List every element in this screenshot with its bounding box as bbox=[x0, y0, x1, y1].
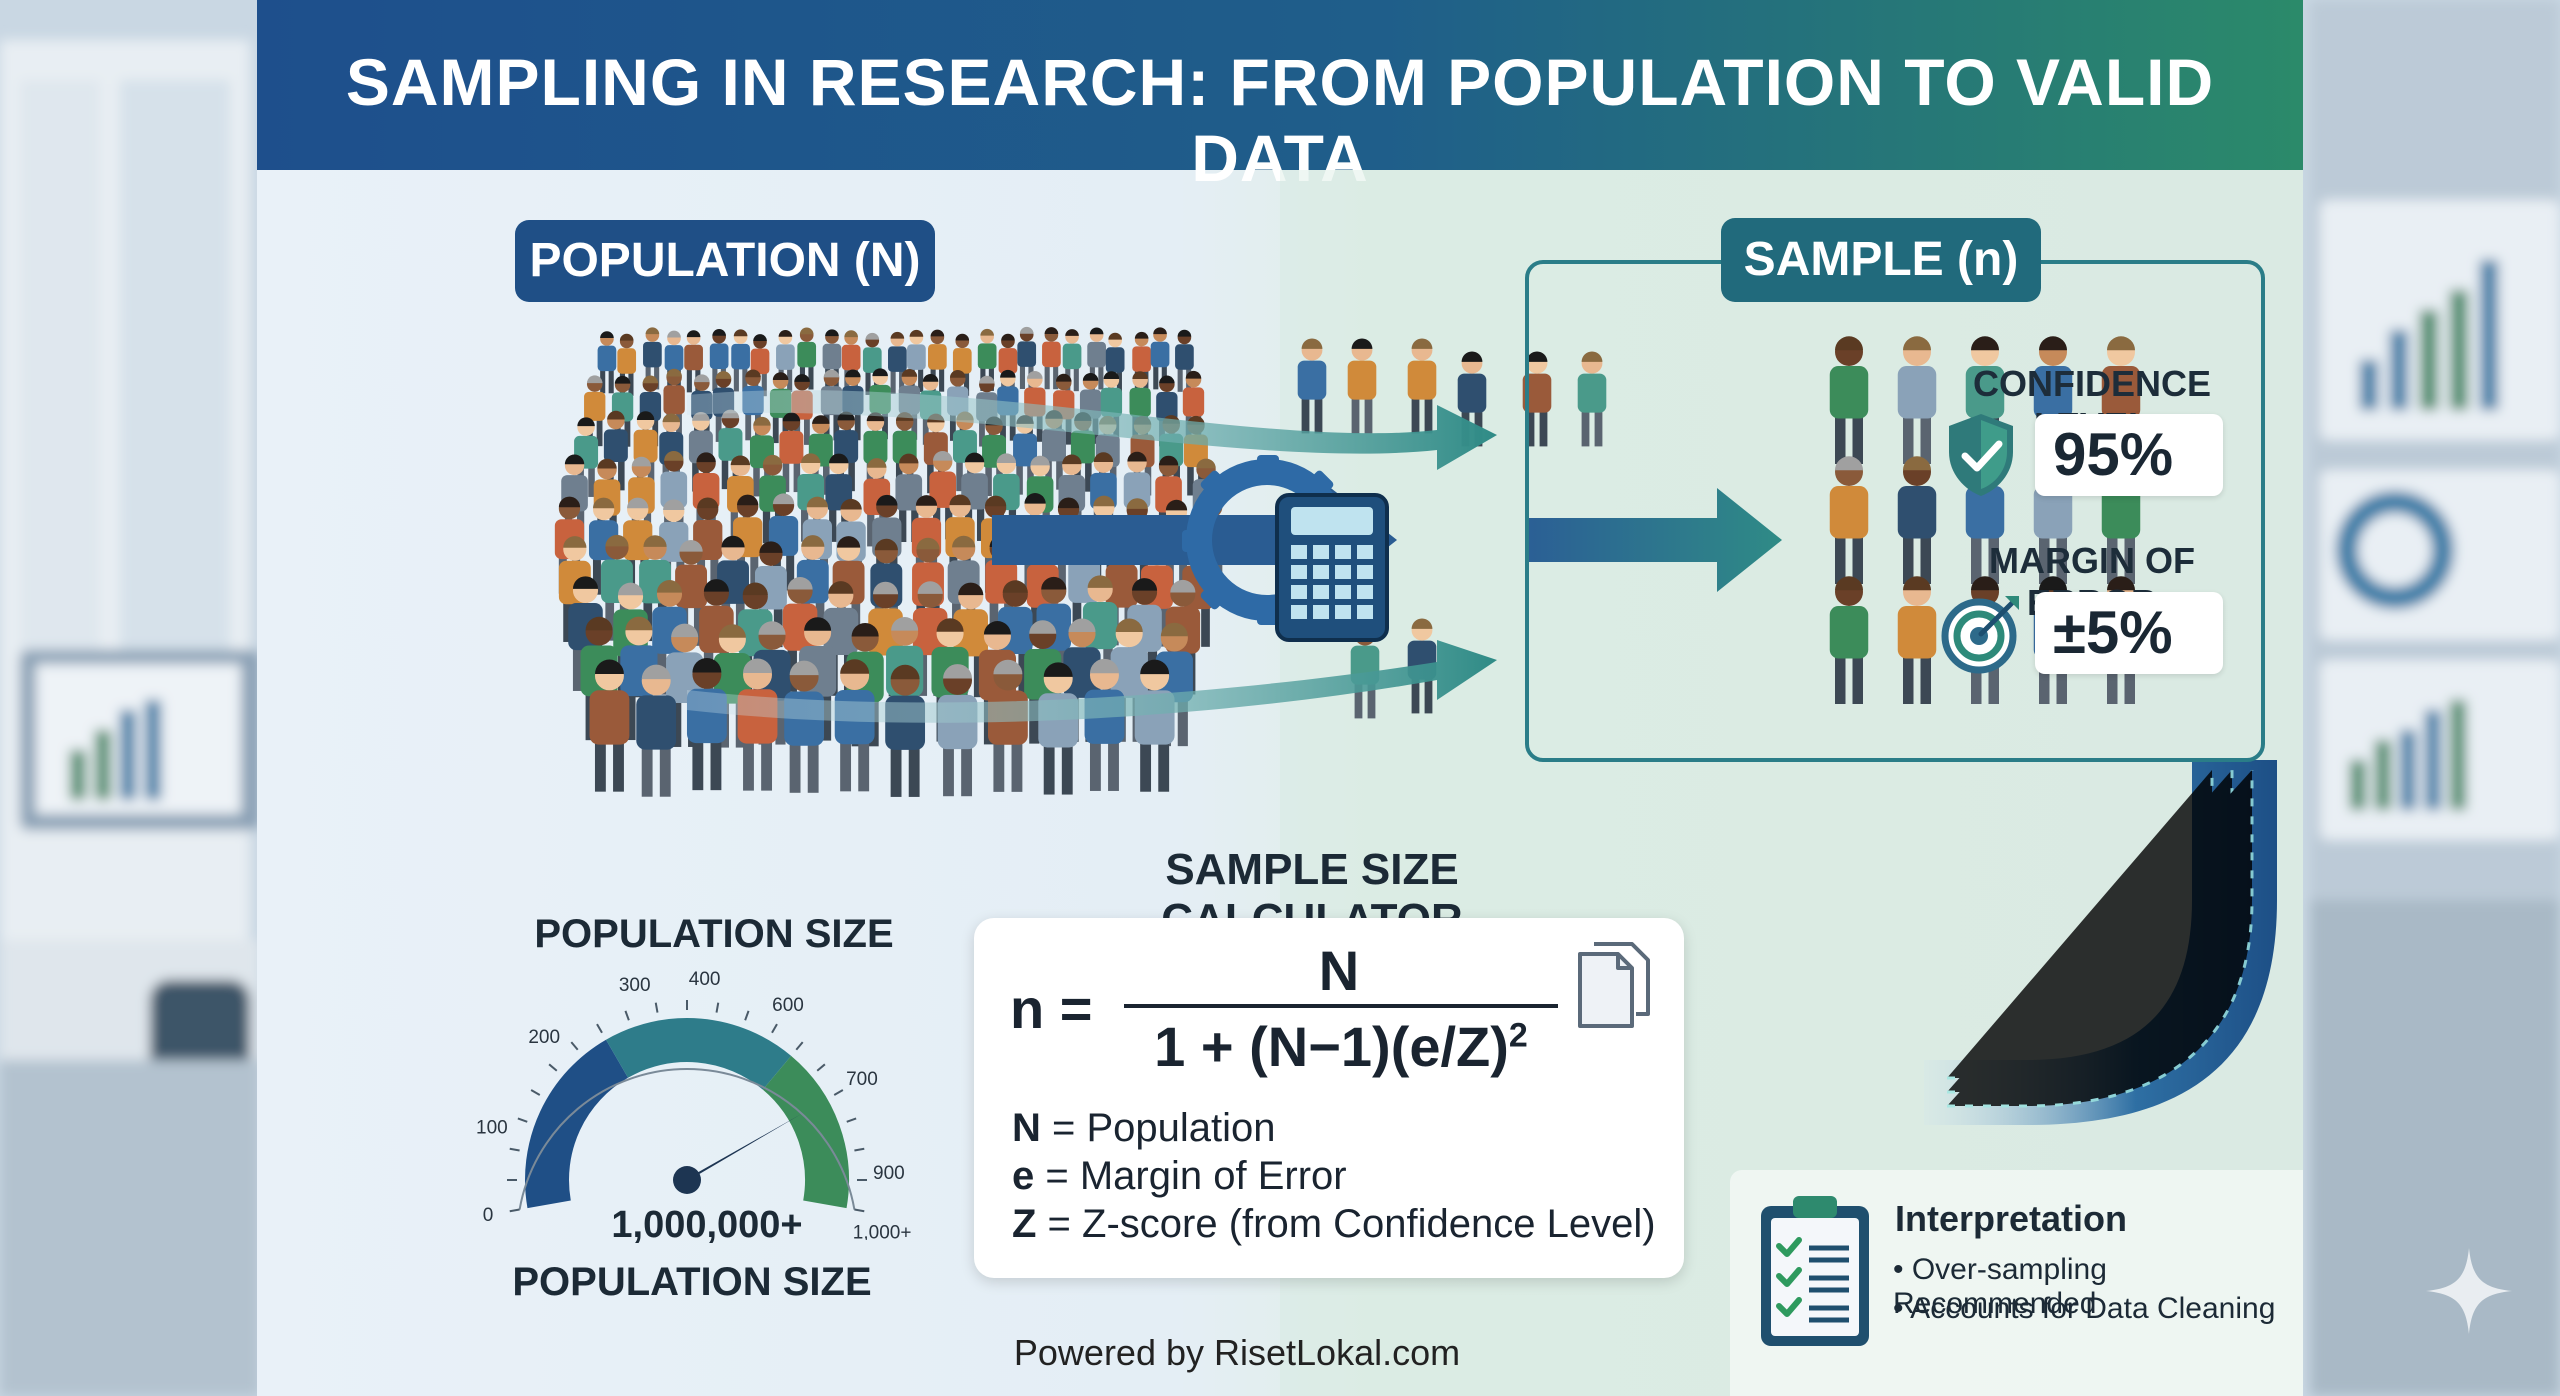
person-figure bbox=[895, 453, 923, 543]
gauge-tick-mark bbox=[509, 1147, 520, 1152]
person-figure bbox=[1829, 336, 1869, 464]
fraction-bar bbox=[1124, 1004, 1558, 1008]
target-icon bbox=[1941, 596, 2019, 674]
sparkle-icon bbox=[2426, 1248, 2512, 1334]
gauge-tick-mark bbox=[654, 1002, 659, 1013]
population-label: POPULATION (N) bbox=[515, 220, 935, 302]
margin-of-error-value: ±5% bbox=[2035, 592, 2223, 674]
person-figure bbox=[1407, 338, 1437, 434]
gauge-tick-mark bbox=[624, 1010, 630, 1021]
person-figure bbox=[660, 451, 688, 540]
main-arrow-right bbox=[1527, 488, 1782, 592]
gauge-tick-mark bbox=[596, 1023, 603, 1034]
legend-zscore: Z = Z-score (from Confidence Level) bbox=[1012, 1202, 1656, 1247]
interpretation-title: Interpretation bbox=[1895, 1198, 2128, 1239]
person-figure bbox=[779, 412, 804, 493]
gauge-tick-mark bbox=[517, 1117, 528, 1123]
interpretation-item: • Over-sampling Recommended bbox=[1893, 1253, 2107, 1320]
legend-text: = Margin of Error bbox=[1034, 1154, 1347, 1198]
calculator-gear-icon bbox=[1182, 455, 1389, 642]
top-flow-arrow bbox=[687, 390, 1497, 470]
gauge-tick-label: 1,000+ bbox=[853, 1222, 912, 1240]
gauge-tick-label: 0 bbox=[483, 1205, 494, 1226]
gauge-hub bbox=[673, 1166, 701, 1194]
person-figure bbox=[888, 331, 907, 394]
gauge-title-bottom: POPULATION SIZE bbox=[512, 1260, 872, 1304]
person-figure bbox=[1347, 338, 1377, 434]
sample-label: SAMPLE (n) bbox=[1721, 218, 2041, 302]
page-title: SAMPLING IN RESEARCH: FROM POPULATION TO… bbox=[345, 45, 2215, 195]
person-figure bbox=[1577, 351, 1607, 447]
gauge-title-top: POPULATION SIZE bbox=[534, 912, 894, 956]
formula-lhs: n = bbox=[1010, 977, 1093, 1040]
gauge-tick-mark bbox=[816, 1063, 826, 1072]
powered-by-footer: Powered by RisetLokal.com bbox=[1013, 1332, 1461, 1373]
formula-denominator: 1 + (N−1)(e/Z)2 bbox=[1124, 1014, 1558, 1079]
gauge-tick-mark bbox=[715, 1002, 720, 1013]
gauge-tick-mark bbox=[570, 1041, 579, 1051]
gauge-tick-label: 600 bbox=[772, 995, 804, 1016]
header-banner bbox=[257, 0, 2303, 170]
legend-margin: e = Margin of Error bbox=[1012, 1154, 1347, 1199]
copy-icon[interactable] bbox=[1574, 940, 1654, 1032]
formula-card: n = N 1 + (N−1)(e/Z)2 N = Population e =… bbox=[974, 918, 1684, 1278]
legend-text: = Population bbox=[1040, 1106, 1276, 1150]
gauge-tick-mark bbox=[771, 1023, 778, 1034]
person-figure bbox=[1297, 338, 1327, 434]
gauge-tick-mark bbox=[846, 1117, 857, 1123]
interpretation-item: • Accounts for Data Cleaning bbox=[1893, 1292, 2276, 1325]
person-figure bbox=[636, 664, 677, 797]
clipboard-checklist-icon bbox=[1761, 1196, 1869, 1346]
person-figure bbox=[1897, 456, 1937, 584]
person-figure bbox=[589, 659, 630, 792]
confidence-level-value: 95% bbox=[2035, 414, 2223, 496]
gauge-tick-label: 700 bbox=[846, 1069, 878, 1090]
formula-exponent: 2 bbox=[1508, 1016, 1528, 1055]
gauge-tick-mark bbox=[833, 1089, 844, 1096]
sample-box bbox=[1525, 260, 2265, 762]
infographic-panel: SAMPLING IN RESEARCH: FROM POPULATION TO… bbox=[257, 0, 2303, 1396]
legend-symbol: N bbox=[1012, 1106, 1041, 1150]
gauge-arc-high bbox=[762, 1055, 849, 1209]
gauge-tick-mark bbox=[509, 1208, 520, 1213]
gauge-tick-mark bbox=[854, 1147, 865, 1152]
gauge-tick-label: 400 bbox=[689, 969, 721, 990]
person-figure bbox=[1829, 576, 1869, 704]
person-figure bbox=[928, 329, 947, 392]
gauge-tick-mark bbox=[854, 1208, 865, 1213]
gauge-tick-mark bbox=[795, 1041, 804, 1051]
flow-arrows bbox=[687, 390, 2277, 1125]
gauge-outer-ring bbox=[518, 1068, 856, 1210]
gauge-tick-label: 300 bbox=[619, 975, 651, 996]
gauge-tick-label: 100 bbox=[476, 1118, 508, 1139]
formula-numerator: N bbox=[1318, 939, 1360, 1002]
person-figure bbox=[1829, 456, 1869, 584]
person-figure bbox=[1897, 336, 1937, 464]
person-figure bbox=[686, 658, 727, 791]
gauge-tick-mark bbox=[548, 1063, 558, 1072]
legend-population: N = Population bbox=[1012, 1106, 1276, 1151]
person-figure bbox=[731, 329, 750, 392]
legend-symbol: Z bbox=[1012, 1202, 1037, 1246]
bottom-flow-arrow bbox=[687, 640, 1497, 723]
gauge-value: 1,000,000+ bbox=[611, 1204, 803, 1246]
gauge-tick-mark bbox=[744, 1010, 750, 1021]
person-figure bbox=[1522, 351, 1552, 447]
legend-symbol: e bbox=[1012, 1154, 1035, 1198]
gauge-tick-label: 200 bbox=[528, 1027, 560, 1048]
gauge-arc-low bbox=[525, 1039, 629, 1209]
person-figure bbox=[1897, 576, 1937, 704]
formula-denominator-text: 1 + (N−1)(e/Z) bbox=[1154, 1015, 1509, 1078]
shield-check-icon bbox=[1949, 414, 2013, 496]
gauge-tick-label: 900 bbox=[873, 1163, 905, 1184]
population-gauge: 0 100 200 300 400 600 700 900 1,000+ bbox=[476, 969, 912, 1240]
person-figure bbox=[597, 331, 617, 394]
gauge-tick-mark bbox=[530, 1089, 541, 1096]
legend-text: = Z-score (from Confidence Level) bbox=[1036, 1202, 1656, 1246]
gauge-arc-mid bbox=[606, 1018, 792, 1090]
confidence-level-title: CONFIDENCE LEVEL bbox=[1972, 363, 2211, 446]
person-figure bbox=[1042, 327, 1061, 390]
